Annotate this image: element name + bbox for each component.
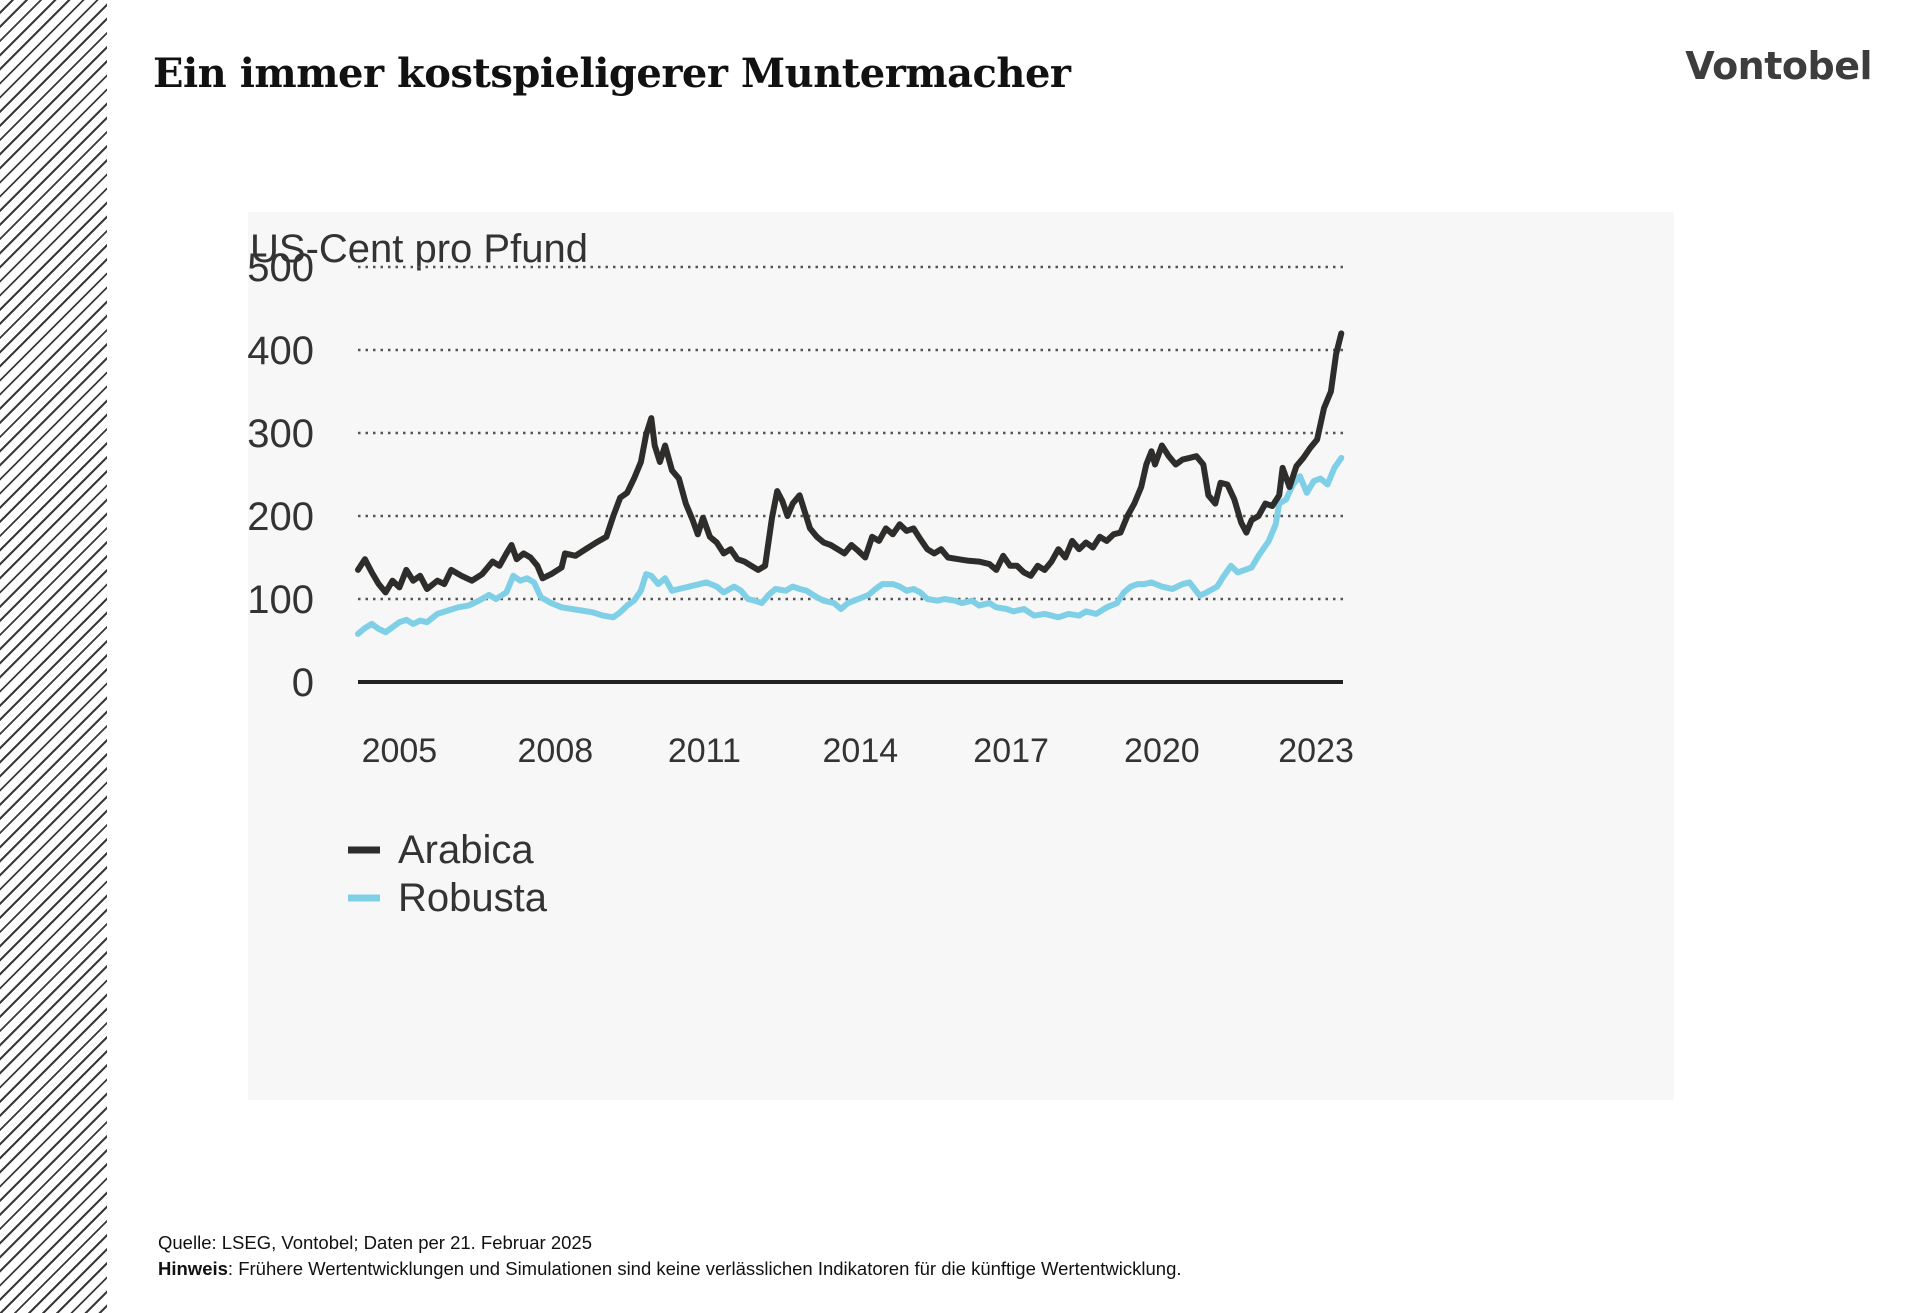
series-line-arabica [355, 330, 1345, 596]
x-tick-label-2005: 2005 [362, 732, 438, 770]
x-tick-label-2011: 2011 [668, 732, 741, 770]
gridlines [358, 265, 1343, 684]
x-tick-label-2020: 2020 [1124, 732, 1200, 770]
page-title: Ein immer kostspieligerer Muntermacher [153, 50, 1071, 97]
y-tick-label-500: 500 [248, 246, 314, 290]
source-note: Quelle: LSEG, Vontobel; Daten per 21. Fe… [158, 1232, 593, 1253]
x-tick-label-2017: 2017 [973, 732, 1049, 770]
series-lines [355, 330, 1345, 637]
legend-label-arabica: Arabica [398, 828, 534, 872]
y-tick-label-400: 400 [248, 329, 314, 373]
footnote: Quelle: LSEG, Vontobel; Daten per 21. Fe… [158, 1230, 1182, 1282]
disclaimer: Hinweis: Frühere Wertentwicklungen und S… [158, 1256, 1182, 1282]
legend-label-robusta: Robusta [398, 876, 548, 920]
hatched-side-band [0, 0, 107, 1313]
y-tick-labels: 0 100 200 300 400 500 [248, 246, 314, 705]
y-tick-label-100: 100 [248, 578, 314, 622]
x-tick-label-2023: 2023 [1278, 732, 1354, 770]
y-tick-label-0: 0 [292, 661, 314, 705]
y-tick-label-200: 200 [248, 495, 314, 539]
disclaimer-text: : Frühere Wertentwicklungen und Simulati… [227, 1258, 1182, 1279]
series-line-robusta [355, 454, 1345, 637]
y-tick-label-300: 300 [248, 412, 314, 456]
chart-panel: US-Cent pro Pfund 0 100 200 300 400 500 2005 2… [248, 212, 1674, 1100]
vontobel-logo: Vontobel [1685, 44, 1872, 88]
disclaimer-label: Hinweis [158, 1258, 228, 1279]
x-tick-label-2014: 2014 [823, 732, 899, 770]
x-tick-labels: 2005 2008 2011 2014 2017 2020 2023 [362, 732, 1354, 770]
x-tick-label-2008: 2008 [518, 732, 594, 770]
y-axis-label: US-Cent pro Pfund [250, 227, 588, 271]
